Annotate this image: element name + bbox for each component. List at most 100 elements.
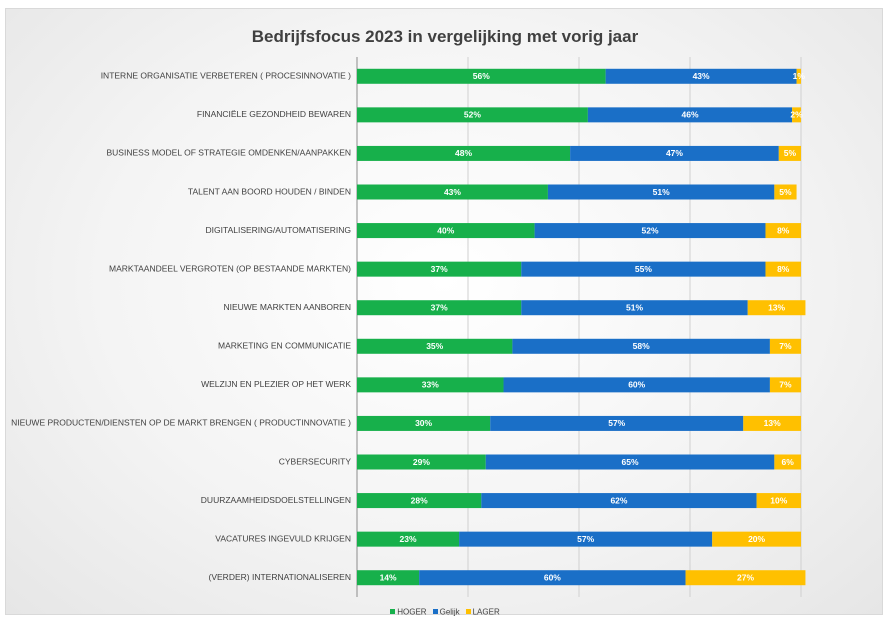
data-label: 48%: [455, 148, 472, 158]
data-label: 43%: [693, 71, 710, 81]
bar-gelijk: [512, 338, 770, 354]
data-label: 2%: [790, 110, 803, 120]
legend-item: HOGER: [390, 607, 427, 617]
bar-lager: [743, 415, 801, 431]
chart-area: Bedrijfsfocus 2023 in vergelijking met v…: [5, 8, 884, 616]
bar-lager: [792, 107, 801, 123]
bar-chart: INTERNE ORGANISATIE VERBETEREN ( PROCESI…: [11, 57, 806, 597]
legend-label: HOGER: [397, 607, 427, 617]
bar-gelijk: [459, 531, 713, 547]
data-label: 46%: [681, 110, 698, 120]
data-label: 33%: [422, 380, 439, 390]
bar-lager: [778, 145, 801, 161]
category-label: INTERNE ORGANISATIE VERBETEREN ( PROCESI…: [101, 71, 351, 81]
bar-hoger: [357, 300, 522, 316]
bar-hoger: [357, 338, 513, 354]
legend-swatch: [465, 609, 471, 615]
bar-hoger: [357, 223, 535, 239]
data-label: 52%: [464, 110, 481, 120]
bar-lager: [685, 570, 806, 586]
bar-gelijk: [605, 68, 797, 84]
data-label: 51%: [626, 302, 643, 312]
bar-gelijk: [547, 184, 775, 200]
bar-hoger: [357, 107, 588, 123]
data-label: 29%: [413, 457, 430, 467]
bar-gelijk: [570, 145, 779, 161]
category-label: DUURZAAMHEIDSDOELSTELLINGEN: [201, 495, 351, 505]
data-label: 5%: [784, 148, 797, 158]
category-label: (VERDER) INTERNATIONALISEREN: [209, 572, 351, 582]
category-label: NIEUWE MARKTEN AANBOREN: [223, 302, 351, 312]
data-label: 37%: [431, 302, 448, 312]
bar-gelijk: [587, 107, 793, 123]
data-label: 13%: [764, 418, 781, 428]
bar-hoger: [357, 145, 571, 161]
data-label: 20%: [748, 534, 765, 544]
data-label: 8%: [777, 225, 790, 235]
bar-hoger: [357, 415, 491, 431]
bar-lager: [765, 261, 801, 277]
legend: HOGER Gelijk LAGER: [6, 607, 884, 616]
bar-hoger: [357, 68, 606, 84]
bar-lager: [774, 184, 797, 200]
data-label: 57%: [608, 418, 625, 428]
legend-swatch: [432, 609, 438, 615]
bar-gelijk: [521, 300, 748, 316]
category-label: DIGITALISERING/AUTOMATISERING: [206, 225, 351, 235]
legend-item: Gelijk: [432, 607, 460, 617]
data-label: 8%: [777, 264, 790, 274]
data-label: 28%: [411, 495, 428, 505]
legend-swatch: [390, 609, 396, 615]
data-label: 27%: [737, 572, 754, 582]
bar-gelijk: [485, 454, 775, 470]
data-label: 7%: [779, 341, 792, 351]
bar-gelijk: [521, 261, 766, 277]
category-label: VACATURES INGEVULD KRIJGEN: [215, 533, 351, 543]
bar-hoger: [357, 570, 420, 586]
data-label: 55%: [635, 264, 652, 274]
bar-lager: [769, 338, 801, 354]
data-label: 14%: [380, 572, 397, 582]
data-label: 51%: [653, 187, 670, 197]
bar-hoger: [357, 184, 548, 200]
bar-gelijk: [481, 493, 757, 509]
data-label: 1%: [793, 71, 806, 81]
data-label: 13%: [768, 302, 785, 312]
legend-item: LAGER: [465, 607, 500, 616]
bar-hoger: [357, 261, 522, 277]
category-label: CYBERSECURITY: [279, 456, 352, 466]
bar-lager: [796, 68, 801, 84]
data-label: 43%: [444, 187, 461, 197]
bar-hoger: [357, 531, 460, 547]
category-label: TALENT AAN BOORD HOUDEN / BINDEN: [188, 186, 351, 196]
data-label: 6%: [782, 457, 795, 467]
bar-lager: [769, 377, 801, 393]
bar-gelijk: [490, 415, 744, 431]
chart-title: Bedrijfsfocus 2023 in vergelijking met v…: [251, 27, 639, 46]
data-label: 10%: [770, 495, 787, 505]
data-label: 23%: [400, 534, 417, 544]
data-label: 40%: [437, 225, 454, 235]
category-label: WELZIJN EN PLEZIER OP HET WERK: [201, 379, 351, 389]
legend-label: Gelijk: [439, 607, 460, 617]
bar-lager: [774, 454, 801, 470]
bar-lager: [712, 531, 801, 547]
data-label: 35%: [426, 341, 443, 351]
data-label: 56%: [473, 71, 490, 81]
category-label: NIEUWE PRODUCTEN/DIENSTEN OP DE MARKT BR…: [11, 418, 351, 428]
data-label: 37%: [431, 264, 448, 274]
data-label: 5%: [779, 187, 792, 197]
bar-gelijk: [419, 570, 686, 586]
data-label: 60%: [544, 572, 561, 582]
bar-hoger: [357, 454, 486, 470]
data-label: 65%: [622, 457, 639, 467]
bar-gelijk: [503, 377, 770, 393]
bar-gelijk: [534, 223, 766, 239]
category-label: BUSINESS MODEL OF STRATEGIE OMDENKEN/AAN…: [107, 148, 352, 158]
bar-lager: [747, 300, 806, 316]
data-label: 58%: [633, 341, 650, 351]
data-label: 60%: [628, 380, 645, 390]
bar-lager: [756, 493, 801, 509]
data-label: 30%: [415, 418, 432, 428]
bar-hoger: [357, 493, 482, 509]
